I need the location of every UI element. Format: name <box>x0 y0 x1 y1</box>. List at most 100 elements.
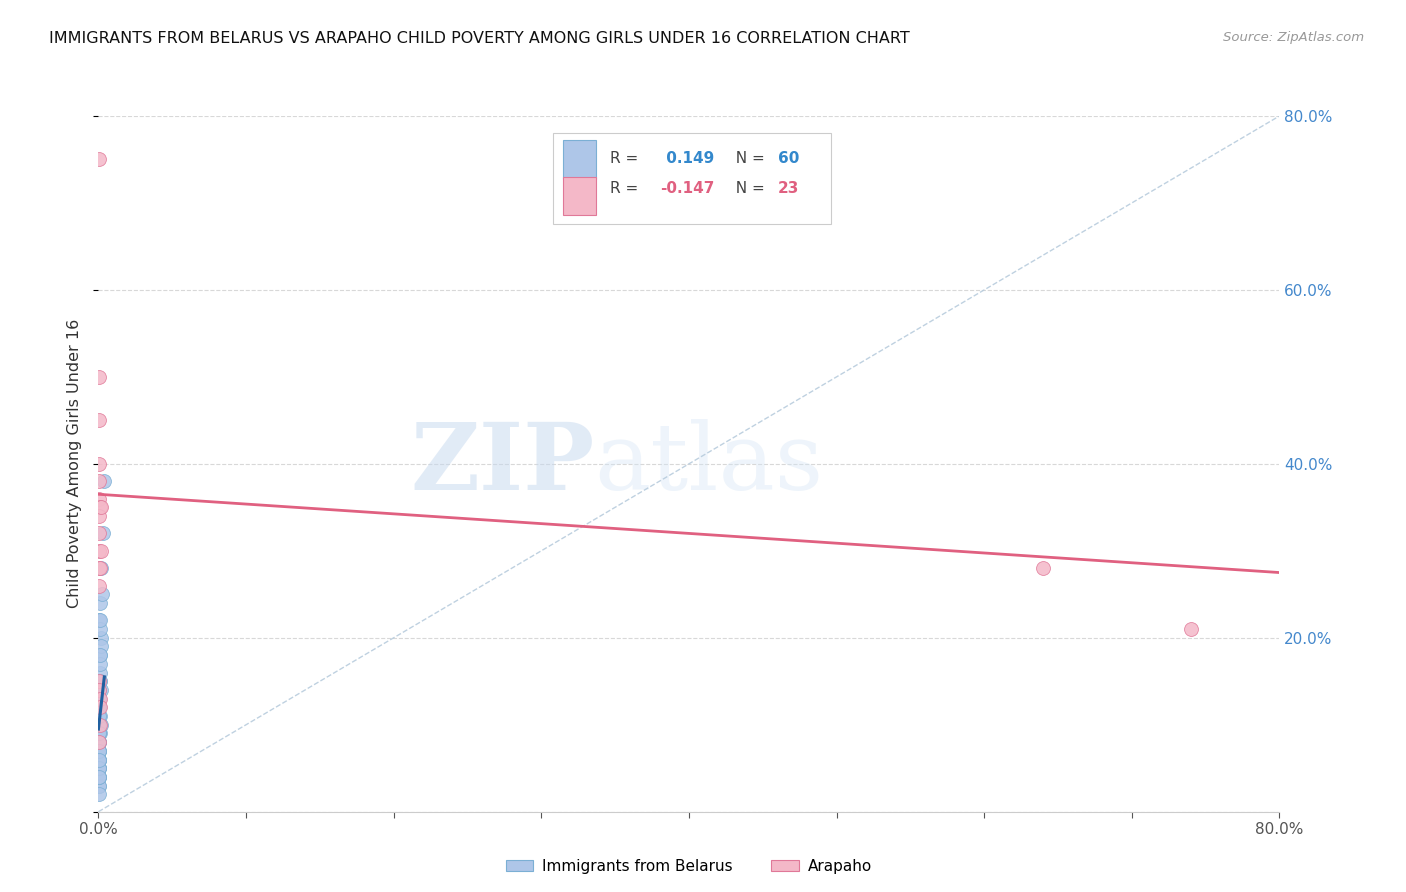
Point <box>89 691 111 706</box>
Point <box>90 640 112 654</box>
Point <box>90 587 112 601</box>
FancyBboxPatch shape <box>553 134 831 224</box>
Point <box>89 735 111 749</box>
Point <box>93 474 115 488</box>
Point <box>87 578 110 592</box>
Text: ZIP: ZIP <box>411 419 595 508</box>
Text: atlas: atlas <box>595 419 824 508</box>
Point <box>87 735 110 749</box>
Point <box>89 508 111 523</box>
Point <box>87 744 110 758</box>
Point <box>90 561 112 575</box>
Point <box>89 614 111 628</box>
Point <box>89 596 111 610</box>
Point <box>89 717 111 731</box>
Point <box>87 761 110 775</box>
Point <box>89 648 111 662</box>
Point <box>87 770 110 784</box>
Point <box>90 543 112 558</box>
Point <box>89 561 111 575</box>
Point <box>87 779 110 793</box>
Point <box>87 770 110 784</box>
FancyBboxPatch shape <box>562 178 596 216</box>
Point <box>89 735 111 749</box>
Point <box>90 717 112 731</box>
Point <box>89 700 111 714</box>
Point <box>89 717 111 731</box>
Text: Source: ZipAtlas.com: Source: ZipAtlas.com <box>1223 31 1364 45</box>
Text: -0.147: -0.147 <box>661 181 716 195</box>
Legend: Immigrants from Belarus, Arapaho: Immigrants from Belarus, Arapaho <box>499 853 879 880</box>
Point <box>89 691 111 706</box>
Point <box>87 753 110 767</box>
Point <box>89 691 111 706</box>
Text: N =: N = <box>725 181 769 195</box>
Point <box>87 779 110 793</box>
Point <box>1032 561 1054 575</box>
Point <box>89 726 111 740</box>
Point <box>89 622 111 636</box>
Point <box>87 753 110 767</box>
Point <box>89 726 111 740</box>
Point <box>89 700 111 714</box>
Point <box>89 674 111 689</box>
Point <box>89 735 111 749</box>
Text: R =: R = <box>610 181 643 195</box>
Point <box>87 153 110 167</box>
Point <box>89 744 111 758</box>
Text: IMMIGRANTS FROM BELARUS VS ARAPAHO CHILD POVERTY AMONG GIRLS UNDER 16 CORRELATIO: IMMIGRANTS FROM BELARUS VS ARAPAHO CHILD… <box>49 31 910 46</box>
Point <box>89 709 111 723</box>
Point <box>87 753 110 767</box>
Point <box>89 614 111 628</box>
Point <box>91 526 114 541</box>
Point <box>89 543 111 558</box>
Point <box>87 753 110 767</box>
Point <box>90 683 112 698</box>
Point <box>87 770 110 784</box>
Text: N =: N = <box>725 151 769 166</box>
Point <box>87 744 110 758</box>
Point <box>89 674 111 689</box>
Point <box>87 457 110 471</box>
Point <box>89 709 111 723</box>
Point <box>89 369 111 384</box>
Point <box>89 709 111 723</box>
Point <box>89 700 111 714</box>
Point <box>87 491 110 506</box>
Point <box>90 500 112 515</box>
Point <box>87 744 110 758</box>
Point <box>87 526 110 541</box>
Point <box>87 761 110 775</box>
Text: 23: 23 <box>778 181 799 195</box>
Point <box>89 691 111 706</box>
Text: 60: 60 <box>778 151 799 166</box>
Point <box>89 700 111 714</box>
Point <box>87 674 110 689</box>
Point <box>89 561 111 575</box>
Point <box>87 753 110 767</box>
Point <box>89 683 111 698</box>
Point <box>87 770 110 784</box>
Y-axis label: Child Poverty Among Girls Under 16: Child Poverty Among Girls Under 16 <box>67 319 83 608</box>
Point <box>89 648 111 662</box>
Text: 0.149: 0.149 <box>661 151 714 166</box>
Point <box>89 500 111 515</box>
Point <box>1180 622 1202 636</box>
Point <box>89 474 111 488</box>
Text: R =: R = <box>610 151 643 166</box>
Point <box>87 735 110 749</box>
Point <box>87 761 110 775</box>
Point <box>90 631 112 645</box>
Point <box>89 717 111 731</box>
FancyBboxPatch shape <box>562 140 596 178</box>
Point <box>87 761 110 775</box>
Point <box>89 665 111 680</box>
Point <box>89 726 111 740</box>
Point <box>89 657 111 671</box>
Point <box>89 726 111 740</box>
Point <box>89 717 111 731</box>
Point <box>87 788 110 801</box>
Point <box>89 691 111 706</box>
Point <box>87 413 110 427</box>
Point <box>87 683 110 698</box>
